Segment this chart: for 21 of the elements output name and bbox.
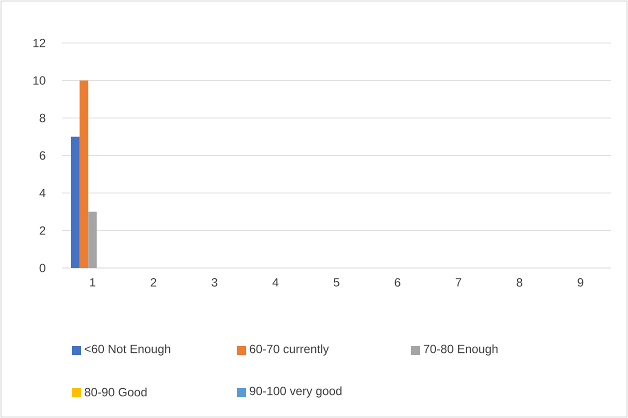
x-tick-label: 4 (272, 278, 278, 286)
legend-label: 70-80 Enough (424, 344, 498, 356)
x-tick-label: 5 (334, 278, 340, 287)
y-tick-label: 0 (40, 264, 46, 272)
x-tick-label: 6 (394, 278, 400, 287)
y-tick-label: 4 (39, 188, 46, 198)
legend-label: 60-70 currently (250, 344, 329, 356)
y-tick-label: 6 (40, 151, 46, 160)
x-tick-label: 2 (150, 278, 156, 287)
legend-label: 80-90 Good (84, 388, 147, 396)
x-tick-label: 3 (212, 278, 218, 287)
x-tick-label: 1 (90, 278, 96, 286)
x-tick-label: 8 (516, 278, 522, 287)
y-tick-label: 12 (33, 38, 46, 48)
legend-label: 90-100 very good (250, 386, 342, 398)
y-tick-label: 2 (40, 226, 46, 235)
x-tick-label: 9 (578, 278, 584, 287)
y-tick-label: 8 (40, 114, 46, 122)
legend-label: <60 Not Enough (84, 344, 170, 356)
x-tick-label: 7 (456, 278, 462, 286)
y-tick-label: 10 (33, 76, 46, 85)
